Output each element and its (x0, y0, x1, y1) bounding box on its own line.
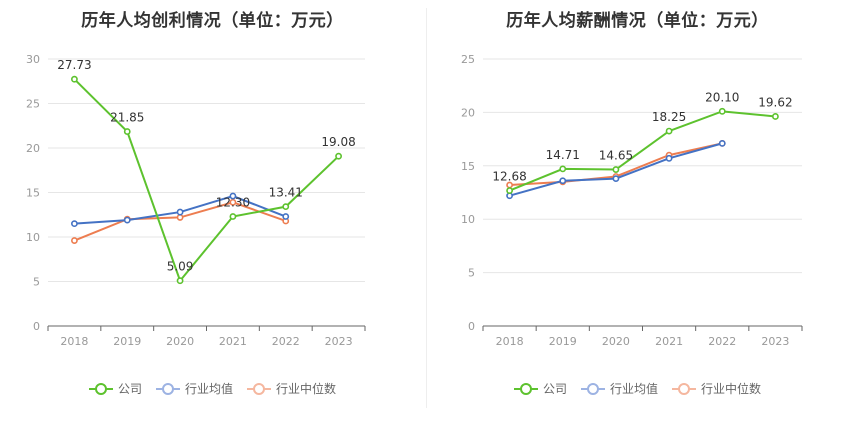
data-point (665, 127, 673, 135)
data-point (176, 208, 184, 216)
data-point (229, 192, 237, 200)
y-tick-label: 15 (461, 160, 475, 173)
data-point (282, 213, 290, 220)
data-point (772, 113, 779, 120)
data-label: 12.30 (216, 196, 250, 210)
x-tick-label: 2022 (272, 335, 300, 348)
chart-legend: 公司 行业均值 行业中位数 (0, 380, 425, 397)
legend-item-industry-mean[interactable]: 行业均值 (155, 380, 233, 397)
salary-chart-plot: 0 5 10 15 20 25 2018 2019 2020 2021 2022 2023 12.68 1… (461, 53, 803, 348)
x-tick-label: 2020 (602, 335, 630, 348)
legend-item-industry-median[interactable]: 行业中位数 (672, 380, 761, 397)
data-label: 13.41 (269, 186, 303, 200)
data-point (282, 203, 290, 211)
series-industry-mean (71, 192, 290, 228)
profit-chart-plot: 0 5 10 15 20 25 30 2018 2019 2020 2021 2022 2023 27.7… (26, 53, 366, 348)
legend-line-circle-icon (513, 382, 538, 395)
legend-item-industry-mean[interactable]: 行业均值 (580, 380, 658, 397)
y-tick-label: 5 (468, 267, 475, 280)
legend-item-industry-median[interactable]: 行业中位数 (247, 380, 336, 397)
x-tick-label: 2020 (166, 335, 194, 348)
chart-title: 历年人均薪酬情况（单位：万元） (506, 11, 769, 31)
y-tick-label: 25 (461, 53, 475, 66)
x-tick-label: 2018 (496, 335, 524, 348)
legend-line-circle-icon (155, 382, 180, 395)
data-label: 14.65 (599, 149, 633, 163)
data-point (559, 177, 567, 185)
y-tick-label: 10 (461, 213, 475, 226)
data-point (506, 187, 513, 194)
chart-legend: 公司 行业均值 行业中位数 (425, 380, 850, 397)
y-tick-label: 0 (468, 320, 475, 333)
y-tick-label: 20 (461, 106, 475, 119)
x-tick-label: 2019 (549, 335, 577, 348)
data-point (612, 166, 620, 173)
data-point (229, 213, 237, 220)
legend-label: 行业均值 (609, 382, 658, 396)
series-line (73, 78, 340, 283)
data-point (718, 107, 726, 115)
legend-item-company[interactable]: 公司 (88, 380, 142, 397)
chart-title: 历年人均创利情况（单位：万元） (81, 11, 344, 31)
legend-line-circle-icon (580, 382, 605, 395)
data-label: 5.09 (167, 260, 194, 274)
series-line (509, 110, 776, 192)
data-label: 20.10 (705, 90, 739, 104)
y-tick-label: 15 (26, 187, 40, 200)
data-point (123, 128, 131, 135)
data-point (229, 198, 237, 206)
data-point (176, 277, 184, 285)
data-point (335, 152, 342, 160)
series-company (71, 75, 342, 285)
data-point (176, 214, 184, 221)
data-label: 12.68 (492, 170, 526, 184)
series-industry-mean (506, 139, 726, 200)
series-company (506, 107, 779, 194)
legend-label: 行业均值 (184, 382, 233, 396)
legend-item-company[interactable]: 公司 (513, 380, 567, 397)
legend-label: 公司 (117, 382, 142, 396)
x-tick-label: 2023 (761, 335, 789, 348)
salary-per-capita-chart: 历年人均薪酬情况（单位：万元） 0 5 10 15 20 25 2018 2019 2020 20… (425, 0, 850, 438)
legend-label: 行业中位数 (276, 382, 337, 396)
data-label: 21.85 (110, 111, 144, 125)
x-tick-label: 2021 (219, 335, 247, 348)
x-tick-label: 2019 (113, 335, 141, 348)
y-tick-label: 0 (33, 320, 40, 333)
y-tick-label: 25 (26, 98, 40, 111)
legend-line-circle-icon (88, 382, 113, 395)
data-point (71, 75, 78, 83)
y-tick-label: 20 (26, 142, 40, 155)
panel-divider (426, 8, 427, 408)
x-tick-label: 2023 (325, 335, 353, 348)
data-point (123, 216, 131, 224)
y-tick-label: 5 (33, 276, 40, 289)
data-label: 19.62 (758, 95, 792, 109)
data-point (559, 165, 567, 173)
legend-label: 公司 (542, 382, 567, 396)
y-tick-label: 10 (26, 231, 40, 244)
x-tick-label: 2022 (708, 335, 736, 348)
data-point (71, 220, 78, 228)
legend-line-circle-icon (672, 382, 696, 395)
data-point (718, 139, 726, 147)
data-point (665, 154, 673, 162)
data-label: 14.71 (546, 148, 580, 162)
legend-label: 行业中位数 (701, 382, 762, 396)
data-label: 18.25 (652, 110, 686, 124)
data-point (71, 237, 78, 244)
data-label: 19.08 (321, 135, 355, 149)
data-label: 27.73 (57, 58, 91, 72)
data-point (612, 175, 620, 183)
x-tick-label: 2021 (655, 335, 683, 348)
x-tick-label: 2018 (60, 335, 88, 348)
y-tick-label: 30 (26, 53, 40, 66)
legend-line-circle-icon (247, 382, 271, 395)
profit-per-capita-chart: 历年人均创利情况（单位：万元） 0 5 10 15 20 25 30 2018 2019 2020… (0, 11, 425, 397)
